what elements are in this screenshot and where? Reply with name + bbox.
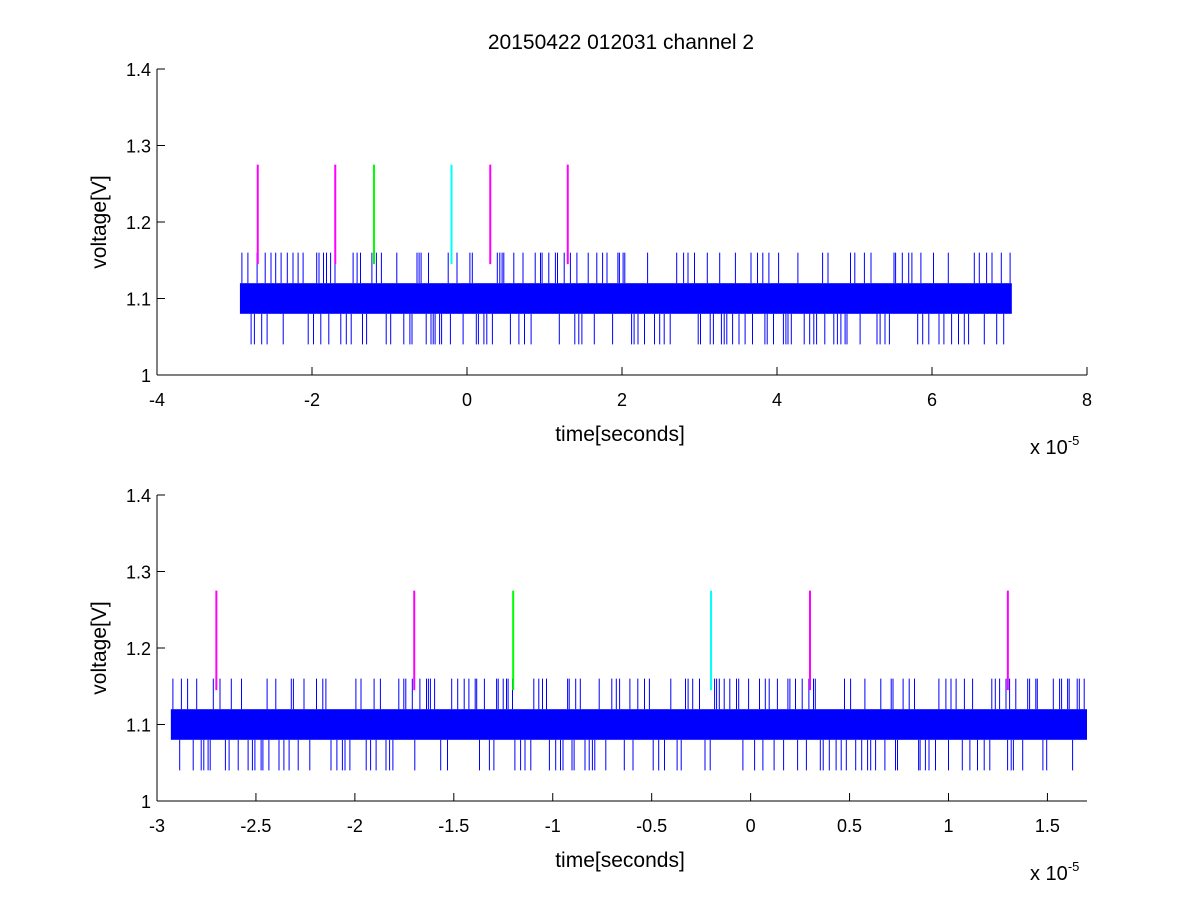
- x-tick-label: 0.5: [837, 816, 862, 836]
- x-axis-label: time[seconds]: [555, 423, 685, 446]
- signal-spikes: [241, 252, 1011, 345]
- x-tick-label: 1.5: [1035, 816, 1060, 836]
- signal-band: [170, 709, 1087, 740]
- y-tick-label: 1: [141, 366, 151, 386]
- y-tick-label: 1.3: [126, 137, 151, 157]
- x-exponent-label: x 10-5: [1030, 859, 1079, 885]
- x-tick-label: -2: [304, 390, 320, 410]
- x-tick-label: 0: [462, 390, 472, 410]
- x-tick-label: 1: [943, 816, 953, 836]
- signal-series: [239, 252, 1012, 345]
- x-tick-label: -2.5: [240, 816, 271, 836]
- x-tick-label: 6: [927, 390, 937, 410]
- x-tick-label: 4: [772, 390, 782, 410]
- y-tick-label: 1: [141, 792, 151, 812]
- y-tick-label: 1.4: [126, 486, 151, 506]
- top-plot: -4 -2 0 2 4 6 8 1 1.1 1.2 1.3 1.4 time[seconds] volta…: [88, 60, 1092, 459]
- x-tick-label: -1.5: [438, 816, 469, 836]
- signal-band: [239, 283, 1012, 314]
- figure-title: 20150422 012031 channel 2: [488, 31, 754, 54]
- y-tick-label: 1.2: [126, 639, 151, 659]
- y-tick-label: 1.1: [126, 716, 151, 736]
- signal-series: [170, 678, 1087, 771]
- x-tick-label: -2: [347, 816, 363, 836]
- bottom-plot: -3 -2.5 -2 -1.5 -1 -0.5 0 0.5 1 1.5 1 1.1 1.2 1.3 1.4 t…: [88, 486, 1087, 885]
- y-tick-label: 1.2: [126, 213, 151, 233]
- x-tick-label: -0.5: [636, 816, 667, 836]
- y-tick-label: 1.3: [126, 563, 151, 583]
- x-tick-label: 2: [617, 390, 627, 410]
- x-exponent-label: x 10-5: [1030, 433, 1079, 459]
- x-tick-label: -4: [149, 390, 165, 410]
- y-axis-label: voltage[V]: [88, 175, 111, 268]
- signal-spikes: [172, 678, 1085, 771]
- y-tick-label: 1.1: [126, 290, 151, 310]
- x-tick-label: -1: [545, 816, 561, 836]
- y-tick-label: 1.4: [126, 60, 151, 80]
- x-axis-label: time[seconds]: [555, 849, 685, 872]
- y-axis-label: voltage[V]: [88, 601, 111, 694]
- x-tick-label: -3: [149, 816, 165, 836]
- x-tick-label: 0: [746, 816, 756, 836]
- x-tick-label: 8: [1082, 390, 1092, 410]
